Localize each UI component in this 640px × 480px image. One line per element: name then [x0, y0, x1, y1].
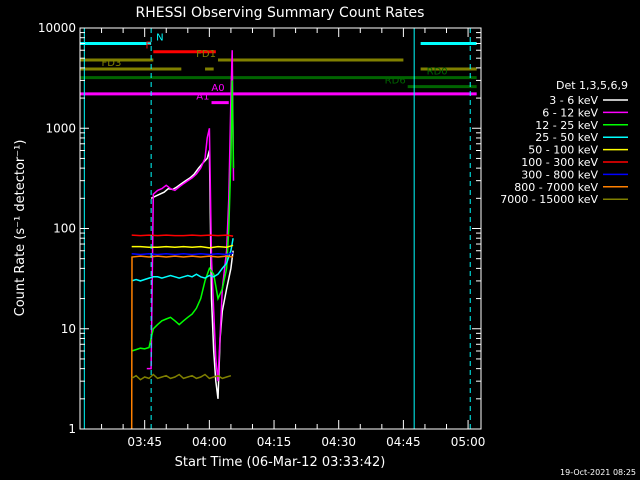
- flag-label-f: F: [146, 41, 152, 52]
- legend-label-8: 7000 - 15000 keV: [500, 193, 598, 206]
- series-line-6: [131, 252, 234, 256]
- y-tick-label: 10: [61, 322, 76, 336]
- legend-label-6: 300 - 800 keV: [521, 168, 598, 181]
- legend-label-2: 12 - 25 keV: [535, 119, 598, 132]
- series-line-2: [131, 80, 235, 352]
- y-axis-label: Count Rate (s⁻¹ detector⁻¹): [13, 140, 28, 317]
- flag-label-n: N: [156, 33, 163, 44]
- y-axis-ticks: 1 10 100 1000 10000: [38, 21, 481, 436]
- series-line-5: [131, 234, 234, 237]
- flag-label-rd0: RD0: [427, 67, 448, 78]
- x-tick-label: 04:15: [257, 435, 292, 449]
- time-markers: [83, 28, 471, 429]
- legend-title: Det 1,3,5,6,9: [556, 79, 628, 92]
- legend-label-0: 3 - 6 keV: [549, 94, 598, 107]
- y-tick-label: 1: [68, 422, 76, 436]
- flag-label-a0: A0: [211, 83, 224, 94]
- legend-label-1: 6 - 12 keV: [542, 106, 598, 119]
- x-tick-label: 05:00: [451, 435, 486, 449]
- flag-label-fd3: FD3: [102, 58, 122, 69]
- series-line-7: [130, 255, 234, 430]
- legend-label-4: 50 - 100 keV: [528, 144, 598, 157]
- series-line-3: [131, 238, 234, 282]
- flag-label-rd6: RD6: [385, 76, 406, 87]
- legend-label-7: 800 - 7000 keV: [514, 181, 598, 194]
- x-tick-label: 03:45: [127, 435, 162, 449]
- x-tick-label: 04:00: [192, 435, 227, 449]
- flag-label-fd1: FD1: [196, 49, 216, 60]
- series-line-8: [131, 373, 232, 381]
- y-tick-label: 1000: [45, 121, 76, 135]
- x-axis-ticks: 03:45 04:00 04:15 04:30 04:45 05:00: [101, 28, 486, 449]
- series-lines: [130, 50, 235, 430]
- chart-title: RHESSI Observing Summary Count Rates: [136, 5, 425, 21]
- timestamp: 19-Oct-2021 08:25: [560, 468, 636, 477]
- x-tick-label: 04:30: [321, 435, 356, 449]
- y-tick-label: 100: [53, 222, 76, 236]
- series-line-4: [131, 244, 234, 249]
- plot-frame: [79, 27, 482, 430]
- flag-label-a1: A1: [196, 92, 209, 103]
- y-tick-label: 10000: [38, 21, 76, 35]
- x-axis-label: Start Time (06-Mar-12 03:33:42): [175, 455, 386, 470]
- legend-label-5: 100 - 300 keV: [521, 156, 598, 169]
- legend-label-3: 25 - 50 keV: [535, 131, 598, 144]
- x-tick-label: 04:45: [386, 435, 421, 449]
- series-line-1: [146, 50, 235, 382]
